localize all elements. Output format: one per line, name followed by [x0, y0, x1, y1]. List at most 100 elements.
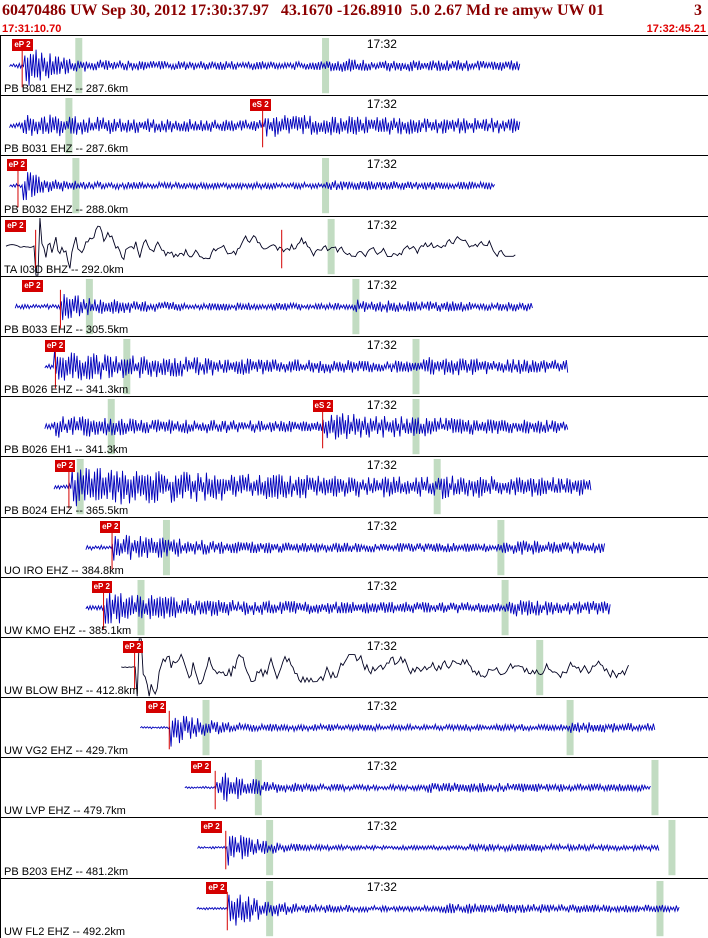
time-tick-label: 17:32 — [366, 277, 397, 292]
predicted-arrival-window — [501, 579, 509, 635]
waveform-canvas[interactable] — [1, 277, 708, 336]
predicted-arrival-window — [497, 519, 505, 575]
phase-pick-badge[interactable]: eP 2 — [5, 219, 26, 232]
event-header: 60470486 UW Sep 30, 2012 17:30:37.97 43.… — [0, 0, 708, 21]
waveform-trace — [5, 217, 516, 276]
waveform-trace — [184, 773, 651, 802]
trace-panel-13: 17:32 eP 2 UW LVP EHZ -- 479.7km — [1, 758, 708, 819]
window-start-time: 17:31:10.70 — [2, 23, 62, 35]
predicted-arrival-window — [352, 278, 360, 334]
trace-panel-8: 17:32 eP 2 PB B024 EHZ -- 365.5km — [1, 457, 708, 518]
phase-pick-badge[interactable]: eP 2 — [100, 520, 121, 533]
waveform-canvas[interactable] — [1, 217, 708, 276]
trace-panel-1: 17:32 eP 2 PB B081 EHZ -- 287.6km — [1, 36, 708, 97]
predicted-arrival-window — [327, 218, 335, 274]
waveform-trace — [197, 835, 660, 866]
trace-panel-14: 17:32 eP 2 PB B203 EHZ -- 481.2km — [1, 818, 708, 879]
waveform-canvas[interactable] — [1, 879, 708, 938]
station-label: UW BLOW BHZ -- 412.8km — [4, 685, 139, 698]
phase-pick-badge[interactable]: eS 2 — [312, 400, 333, 413]
trace-panel-4: 17:32 eP 2 TA I03D BHZ -- 292.0km — [1, 216, 708, 277]
waveform-canvas[interactable] — [1, 518, 708, 577]
phase-pick-badge[interactable]: eP 2 — [201, 821, 222, 834]
waveform-trace — [44, 413, 569, 440]
waveform-canvas[interactable] — [1, 337, 708, 396]
trace-panel-12: 17:32 eP 2 UW VG2 EHZ -- 429.7km — [1, 698, 708, 759]
time-tick-label: 17:32 — [366, 578, 397, 593]
time-tick-label: 17:32 — [366, 638, 397, 653]
station-label: PB B033 EHZ -- 305.5km — [4, 323, 129, 336]
station-label: PB B024 EHZ -- 365.5km — [4, 504, 129, 517]
waveform-trace — [44, 350, 569, 381]
phase-pick-badge[interactable]: eS 2 — [250, 99, 271, 112]
phase-pick-badge[interactable]: eP 2 — [22, 279, 43, 292]
trace-panel-11: 17:32 eP 2 UW BLOW BHZ -- 412.8km — [1, 637, 708, 699]
trace-panel-5: 17:32 eP 2 PB B033 EHZ -- 305.5km — [1, 276, 708, 337]
waveform-canvas[interactable] — [1, 758, 708, 817]
waveform-canvas[interactable] — [1, 638, 708, 697]
phase-pick-badge[interactable]: eP 2 — [44, 339, 66, 352]
station-label: UW FL2 EHZ -- 492.2km — [4, 925, 126, 938]
phase-pick-badge[interactable]: eP 2 — [206, 881, 227, 894]
waveform-canvas[interactable] — [1, 36, 708, 95]
waveform-trace — [196, 894, 680, 926]
station-label: UW LVP EHZ -- 479.7km — [4, 805, 126, 818]
station-label: UO IRO EHZ -- 384.8km — [4, 564, 124, 577]
time-tick-label: 17:32 — [366, 97, 397, 112]
time-tick-label: 17:32 — [366, 819, 397, 834]
time-tick-label: 17:32 — [366, 157, 397, 172]
waveform-trace — [53, 468, 592, 507]
phase-pick-badge[interactable]: eP 2 — [54, 460, 76, 473]
station-label: PB B203 EHZ -- 481.2km — [4, 865, 129, 878]
waveform-trace — [9, 172, 495, 201]
trace-panel-6: 17:32 eP 2 PB B026 EHZ -- 341.3km — [1, 336, 708, 398]
station-label: PB B031 EHZ -- 287.6km — [4, 143, 129, 156]
trace-panel-9: 17:32 eP 2 UO IRO EHZ -- 384.8km — [1, 517, 708, 578]
waveform-trace — [9, 114, 521, 138]
time-tick-label: 17:32 — [366, 458, 397, 473]
trace-panel-10: 17:32 eP 2 UW KMO EHZ -- 385.1km — [1, 577, 708, 638]
time-window-bar: 17:31:10.70 17:32:45.21 — [0, 21, 708, 35]
waveform-canvas[interactable] — [1, 698, 708, 757]
trace-panel-2: 17:32 eS 2 PB B031 EHZ -- 287.6km — [1, 96, 708, 157]
phase-pick-badge[interactable]: eP 2 — [190, 761, 212, 774]
station-label: PB B026 EH1 -- 341.3km — [4, 444, 128, 457]
phase-pick-badge[interactable]: eP 2 — [146, 701, 167, 714]
waveform-canvas[interactable] — [1, 818, 708, 877]
trace-panel-15: 17:32 eP 2 UW FL2 EHZ -- 492.2km — [1, 878, 708, 938]
time-tick-label: 17:32 — [366, 337, 397, 352]
time-tick-label: 17:32 — [366, 518, 397, 533]
phase-pick-badge[interactable]: eP 2 — [122, 640, 144, 653]
waveform-canvas[interactable] — [1, 397, 708, 456]
waveform-trace — [85, 534, 605, 561]
predicted-arrival-window — [651, 760, 659, 816]
waveform-trace — [9, 49, 521, 86]
waveform-canvas[interactable] — [1, 457, 708, 516]
station-label: PB B026 EHZ -- 341.3km — [4, 384, 129, 397]
time-tick-label: 17:32 — [366, 879, 397, 894]
waveform-trace — [139, 715, 656, 747]
predicted-arrival-window — [536, 639, 544, 696]
phase-pick-badge[interactable]: eP 2 — [6, 159, 27, 172]
waveform-trace — [121, 638, 629, 697]
waveform-canvas[interactable] — [1, 156, 708, 215]
predicted-arrival-window — [668, 820, 676, 876]
predicted-arrival-window — [266, 880, 274, 936]
time-tick-label: 17:32 — [366, 759, 397, 774]
panels-area: 17:32 eP 2 PB B081 EHZ -- 287.6km 17:32 eS 2… — [0, 35, 708, 938]
waveform-canvas[interactable] — [1, 578, 708, 637]
predicted-arrival-window — [85, 278, 93, 334]
window-end-time: 17:32:45.21 — [646, 23, 706, 35]
waveform-canvas[interactable] — [1, 96, 708, 155]
phase-pick-badge[interactable]: eP 2 — [12, 39, 33, 51]
station-label: TA I03D BHZ -- 292.0km — [4, 263, 124, 276]
trace-panel-7: 17:32 eS 2 PB B026 EH1 -- 341.3km — [1, 397, 708, 458]
station-label: PB B081 EHZ -- 287.6km — [4, 83, 129, 96]
phase-pick-badge[interactable]: eP 2 — [91, 580, 112, 593]
waveform-trace — [14, 293, 533, 320]
time-tick-label: 17:32 — [366, 398, 397, 413]
event-summary: 60470486 UW Sep 30, 2012 17:30:37.97 43.… — [2, 2, 605, 19]
predicted-arrival-window — [202, 700, 210, 756]
time-tick-label: 17:32 — [366, 217, 397, 232]
event-flag: 3 — [694, 2, 702, 19]
